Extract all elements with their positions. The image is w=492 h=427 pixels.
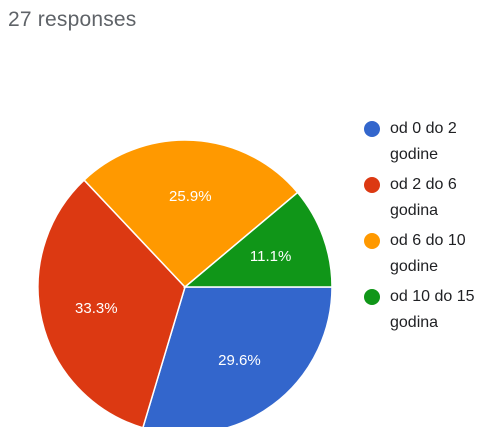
legend-swatch <box>364 177 380 193</box>
legend-item[interactable]: od 2 do 6 godina <box>364 172 492 224</box>
legend-item[interactable]: od 6 do 10 godine <box>364 228 492 280</box>
legend-label: od 10 do 15 godina <box>390 288 475 331</box>
legend-swatch <box>364 233 380 249</box>
legend-item[interactable]: od 0 do 2 godine <box>364 116 492 168</box>
legend-label: od 2 do 6 godina <box>390 176 457 219</box>
slice-percent-label: 25.9% <box>169 188 212 205</box>
responses-count: 27 responses <box>8 8 137 31</box>
slice-percent-label: 29.6% <box>218 352 261 369</box>
pie-slice[interactable] <box>37 179 186 427</box>
legend-swatch <box>364 289 380 305</box>
legend-item[interactable]: od 10 do 15 godina <box>364 284 492 336</box>
slice-percent-label: 33.3% <box>75 300 118 317</box>
legend-label: od 0 do 2 godine <box>390 120 457 163</box>
pie-slice[interactable] <box>83 139 299 289</box>
pie-slice[interactable] <box>142 286 333 427</box>
legend-swatch <box>364 121 380 137</box>
slice-percent-label: 11.1% <box>250 248 291 265</box>
pie-slice[interactable] <box>182 191 333 288</box>
legend-label: od 6 do 10 godine <box>390 232 466 275</box>
chart-legend: od 0 do 2 godine od 2 do 6 godina od 6 d… <box>364 116 492 340</box>
